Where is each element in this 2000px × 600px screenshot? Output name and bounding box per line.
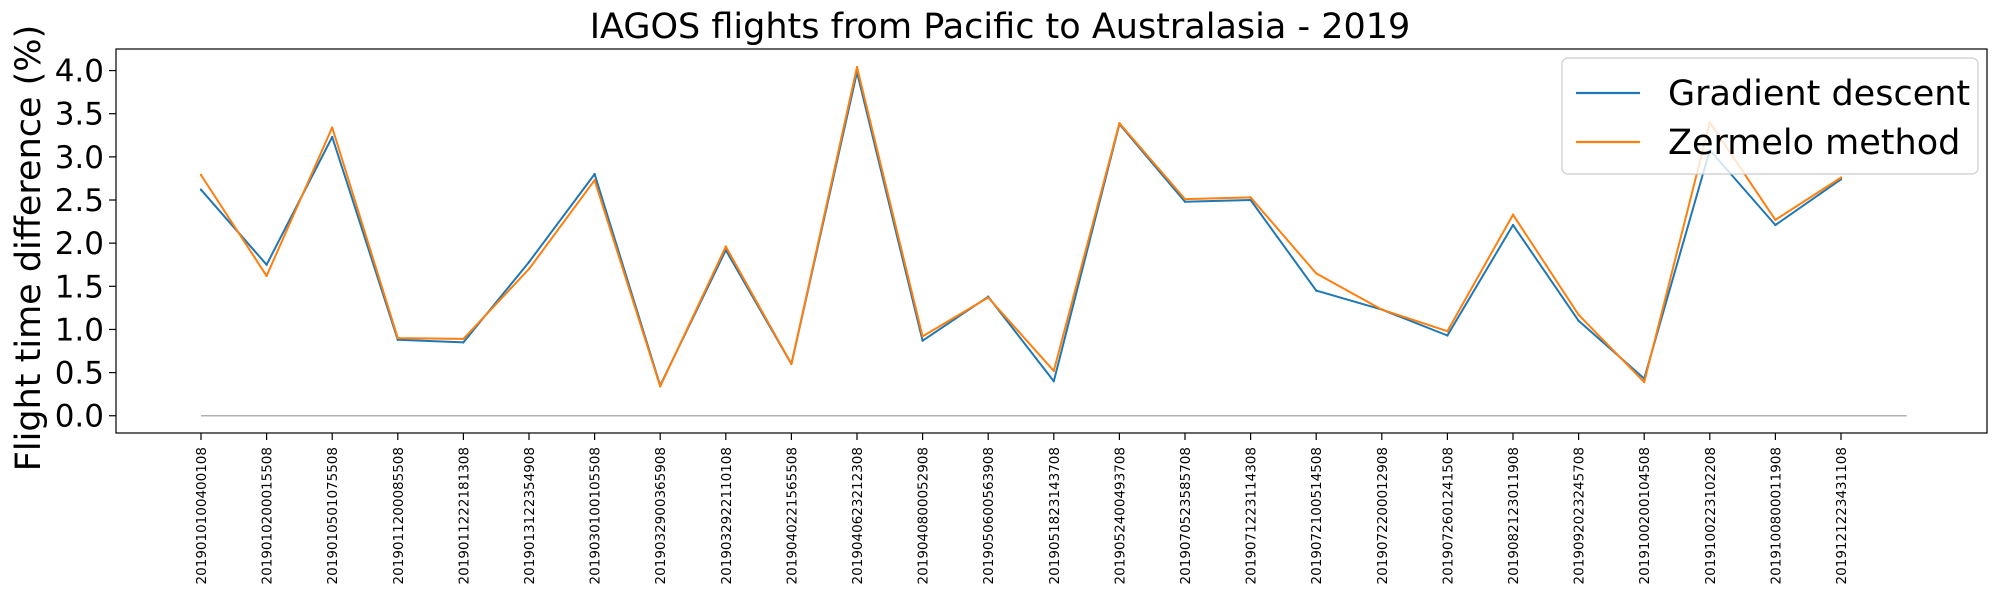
series-line-zermelo-method — [200, 66, 1842, 388]
x-tick-label: 2019100223102208 — [1703, 447, 1719, 584]
data-point — [331, 135, 334, 139]
x-tick-label: 2019100200104508 — [1637, 447, 1653, 584]
x-tick-label: 2019050600563908 — [981, 447, 997, 584]
data-point — [1446, 329, 1449, 333]
y-axis-label: Flight time difference (%) — [9, 25, 49, 471]
x-tick-label: 2019040623212308 — [850, 447, 866, 584]
data-point — [1052, 380, 1056, 383]
x-tick-label: 2019071223114308 — [1244, 447, 1260, 584]
data-point — [199, 173, 203, 177]
data-point — [921, 339, 924, 342]
data-point — [724, 245, 727, 248]
x-tick-label: 2019100800011908 — [1768, 447, 1784, 584]
data-point — [1577, 313, 1580, 316]
x-tick-label: 2019052400493708 — [1112, 447, 1128, 584]
x-tick-label: 2019092023245708 — [1572, 447, 1588, 584]
y-tick-label: 1.0 — [55, 312, 104, 348]
data-point — [659, 385, 662, 388]
x-tick-label: 2019032900365908 — [653, 447, 669, 584]
legend-label: Zermelo method — [1668, 123, 1960, 163]
y-axis-ticks: 0.0 0.5 1.0 1.5 2.0 2.5 3.0 3.5 4.0 — [55, 54, 116, 435]
y-tick-label: 3.0 — [55, 140, 104, 176]
data-point — [1839, 176, 1843, 179]
y-tick-label: 0.5 — [55, 356, 104, 392]
data-point — [1380, 308, 1384, 311]
x-tick-label: 2019013122354908 — [522, 447, 538, 584]
y-tick-label: 2.0 — [55, 226, 104, 262]
y-tick-label: 4.0 — [55, 54, 104, 90]
x-tick-label: 2019082123011908 — [1506, 447, 1522, 584]
data-point — [1643, 380, 1646, 384]
data-point — [396, 336, 399, 340]
data-point — [1774, 218, 1777, 222]
x-tick-label: 2019121223431108 — [1834, 447, 1850, 584]
plot-area-frame — [115, 48, 1988, 434]
legend-box — [1561, 57, 1979, 175]
y-tick-label: 3.5 — [55, 97, 104, 133]
series-line-gradient-descent — [200, 71, 1842, 387]
x-tick-label: 2019072601241508 — [1440, 447, 1456, 584]
x-tick-label: 2019040800052908 — [916, 447, 932, 584]
x-tick-label: 2019040221565508 — [784, 447, 800, 584]
y-tick-label: 1.5 — [55, 269, 104, 305]
x-tick-label: 2019070523585708 — [1178, 447, 1194, 584]
data-point — [331, 126, 334, 129]
data-point — [1183, 200, 1187, 203]
x-tick-label: 2019011200085508 — [391, 447, 407, 584]
data-point — [1249, 196, 1252, 199]
data-point — [462, 341, 465, 344]
data-point — [1118, 122, 1121, 125]
data-point — [265, 263, 268, 266]
data-point — [1774, 223, 1777, 227]
data-point — [1052, 369, 1056, 373]
y-tick-label: 2.5 — [55, 183, 104, 219]
data-point — [921, 335, 924, 338]
data-point — [1511, 213, 1515, 216]
data-point — [790, 362, 793, 366]
data-point — [1446, 334, 1449, 337]
x-tick-label: 2019030100105508 — [588, 447, 604, 584]
series-layer — [199, 65, 1907, 417]
x-tick-label: 2019072200012908 — [1375, 447, 1391, 584]
data-point — [396, 338, 399, 342]
x-axis-ticks: 2019010100400108 2019010200015508 20190105… — [194, 433, 1850, 584]
data-point — [855, 65, 859, 69]
x-tick-label: 2019072100514508 — [1309, 447, 1325, 584]
data-point — [527, 260, 531, 264]
data-point — [462, 337, 465, 341]
x-tick-label: 2019051823143708 — [1047, 447, 1063, 584]
x-tick-label: 2019010100400108 — [194, 447, 210, 584]
data-point — [199, 188, 203, 191]
data-point — [593, 172, 596, 176]
chart-title: IAGOS flights from Pacific to Australasi… — [590, 7, 1411, 47]
x-tick-label: 2019010200015508 — [260, 447, 276, 584]
y-tick-label: 0.0 — [55, 399, 104, 435]
x-tick-label: 2019032922110108 — [719, 447, 735, 584]
x-tick-label: 2019010501075508 — [325, 447, 341, 584]
data-point — [1315, 289, 1318, 292]
data-point — [1315, 272, 1318, 275]
data-point — [1183, 197, 1187, 201]
data-point — [527, 267, 531, 271]
data-point — [593, 178, 596, 182]
legend-label: Gradient descent — [1668, 74, 1970, 114]
data-point — [1511, 223, 1515, 227]
data-point — [1577, 319, 1580, 323]
data-point — [987, 296, 990, 299]
x-tick-label: 2019011222181308 — [456, 447, 472, 584]
data-point — [265, 274, 268, 278]
legend: Gradient descent Zermelo method — [1561, 57, 1979, 175]
